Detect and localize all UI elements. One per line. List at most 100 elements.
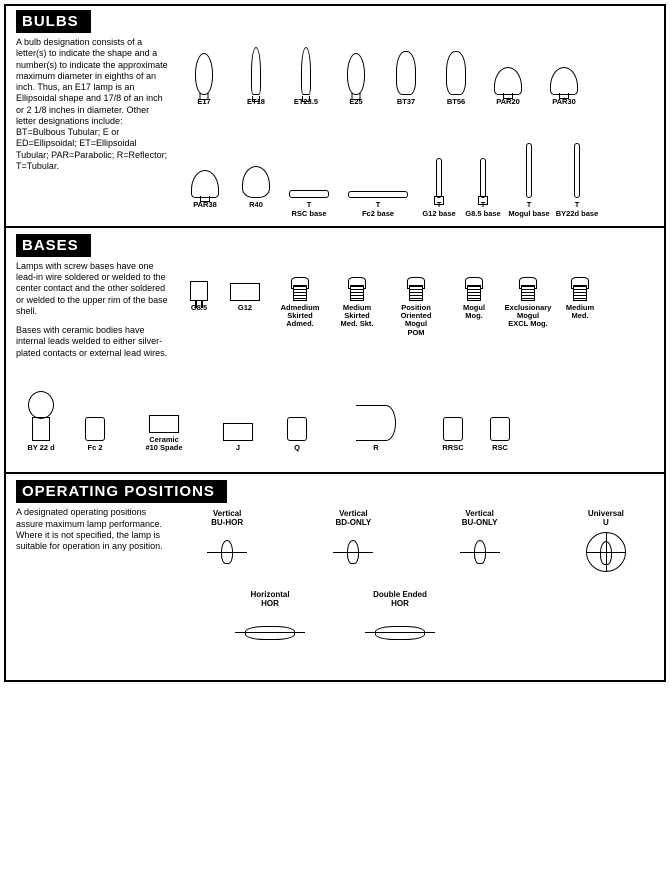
operating-desc: A designated operating positions assure … (16, 507, 171, 564)
op-diagram-icon (586, 532, 626, 572)
bulb-et-icon (251, 37, 261, 95)
item-label: PAR20 (496, 98, 520, 106)
bases-section: BASES Lamps with screw bases have one le… (16, 234, 654, 453)
item-label: Medium Med. (566, 304, 594, 321)
item-fc-2: Fc 2 (70, 385, 120, 452)
bulb-tlong-icon (348, 136, 408, 198)
item-label: T Mogul base (508, 201, 549, 218)
op-label: Vertical BD-ONLY (336, 510, 372, 528)
operating-content: A designated operating positions assure … (16, 507, 654, 572)
page: BULBS A bulb designation consists of a l… (4, 4, 666, 682)
op-label: Universal U (588, 510, 624, 528)
bulb-e-icon (195, 37, 213, 95)
item-r40: R40 (235, 136, 277, 218)
bulbs-grid-wrap: E17ET18ET23.5E25BT37BT56PAR20PAR30 PAR38… (179, 37, 654, 218)
item-g8-5: G8.5 (179, 261, 219, 337)
item-label: ET23.5 (294, 98, 318, 106)
op-diagram-icon (207, 532, 247, 572)
bulb-par-icon (494, 37, 522, 95)
bulb-t-icon (289, 136, 329, 198)
item-et23-5: ET23.5 (283, 37, 329, 106)
item-label: Fc 2 (87, 444, 102, 452)
item-t: T Mogul base (507, 136, 551, 218)
op-v1: Vertical BU-HOR (187, 507, 267, 572)
item-medium: Medium Skirted Med. Skt. (333, 261, 381, 337)
item-label: G12 (238, 304, 252, 312)
op-label: Horizontal HOR (250, 591, 289, 609)
item-bt56: BT56 (433, 37, 479, 106)
base-block-icon (230, 261, 260, 301)
item-mogul: Mogul Mog. (451, 261, 497, 337)
item-exclusionary: Exclusionary Mogul EXCL Mog. (501, 261, 555, 337)
item-rrsc: RRSC (430, 385, 476, 452)
base-block-icon (223, 385, 253, 441)
item-label: PAR30 (552, 98, 576, 106)
item-label: T RSC base (291, 201, 326, 218)
item-label: BT56 (447, 98, 465, 106)
bases-desc1: Lamps with screw bases have one lead-in … (16, 261, 171, 317)
bulb-tv-icon (480, 136, 486, 198)
item-par38: PAR38 (179, 136, 231, 218)
item-label: RSC (492, 444, 508, 452)
bulbs-row1: E17ET18ET23.5E25BT37BT56PAR20PAR30 (179, 37, 654, 106)
bulbs-desc: A bulb designation consists of a letter(… (16, 37, 171, 210)
bulb-r-icon (242, 136, 270, 198)
base-plug-icon (287, 385, 307, 441)
item-t: T G8.5 base (463, 136, 503, 218)
item-medium: Medium Med. (559, 261, 601, 337)
bulbs-header: BULBS (16, 10, 91, 33)
base-screw-icon (289, 261, 311, 301)
bulb-tv2-icon (526, 136, 532, 198)
item-label: Medium Skirted Med. Skt. (341, 304, 374, 329)
item-label: Admedium Skirted Admed. (271, 304, 329, 329)
bulb-tv-icon (436, 136, 442, 198)
op-diagram-icon (333, 532, 373, 572)
bulb-par-icon (550, 37, 578, 95)
item-label: BY 22 d (27, 444, 54, 452)
item-label: T Fc2 base (362, 201, 394, 218)
item-e17: E17 (179, 37, 229, 106)
item-t: T RSC base (281, 136, 337, 218)
item-label: Exclusionary Mogul EXCL Mog. (505, 304, 552, 329)
op-diagram-icon (460, 532, 500, 572)
op-label: Vertical BU-ONLY (462, 510, 498, 528)
op-univ: Universal U (566, 507, 646, 572)
base-screw-icon (463, 261, 485, 301)
op-de: Double Ended HOR (360, 588, 440, 653)
bases-header: BASES (16, 234, 91, 257)
bases-row2: BY 22 d Fc 2 Ceramic #10 Spade J Q RRRSC RSC (16, 377, 654, 453)
bulbs-row2: PAR38R40T RSC baseT Fc2 baseT G12 baseT … (179, 136, 654, 218)
bulb-bt-icon (446, 37, 466, 95)
op-v3: Vertical BU-ONLY (440, 507, 520, 572)
item-r: R (326, 385, 426, 452)
item-admedium-skirted: Admedium Skirted Admed. (271, 261, 329, 337)
base-screw-icon (569, 261, 591, 301)
item-label: R40 (249, 201, 263, 209)
base-plug-icon (443, 385, 463, 441)
item-label: G8.5 (191, 304, 207, 312)
bases-desc2: Bases with ceramic bodies have internal … (16, 325, 171, 359)
bases-row1: G8.5 G12 Admedium Skirted Admed. Medium Ski… (179, 261, 654, 367)
item-par20: PAR20 (483, 37, 533, 106)
item-label: Q (294, 444, 300, 452)
op-diagram-icon (365, 612, 435, 652)
bases-content: Lamps with screw bases have one lead-in … (16, 261, 654, 367)
item-ceramic: Ceramic #10 Spade (124, 377, 204, 453)
base-plug-icon (490, 385, 510, 441)
op-label: Vertical BU-HOR (211, 510, 243, 528)
item-bt37: BT37 (383, 37, 429, 106)
item-label: BT37 (397, 98, 415, 106)
item-q: Q (272, 385, 322, 452)
item-label: Mogul Mog. (463, 304, 485, 321)
op-diagram-icon (235, 612, 305, 652)
base-block-icon (149, 377, 179, 433)
operating-section: OPERATING POSITIONS A designated operati… (16, 480, 654, 652)
operating-header: OPERATING POSITIONS (16, 480, 227, 503)
item-j: J (208, 385, 268, 452)
base-pin-icon (190, 261, 208, 301)
item-t: T BY22d base (555, 136, 599, 218)
item-e25: E25 (333, 37, 379, 106)
base-plug-icon (85, 385, 105, 441)
item-label: J (236, 444, 240, 452)
base-screw-icon (346, 261, 368, 301)
